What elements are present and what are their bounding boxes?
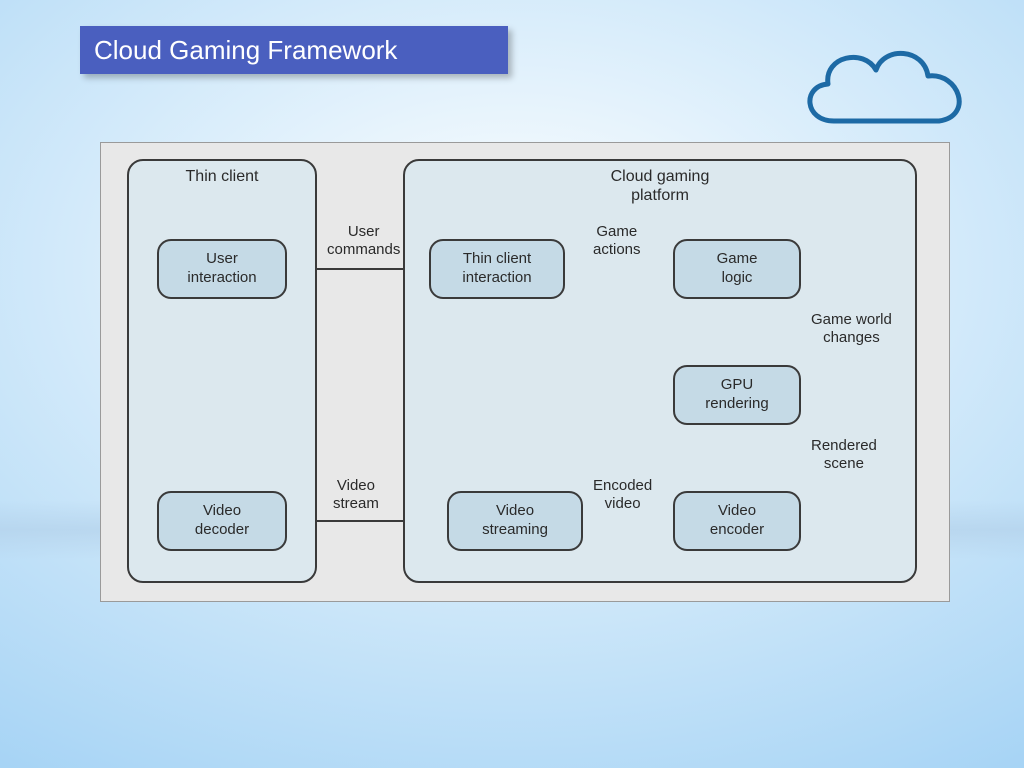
cloud-icon bbox=[784, 26, 984, 146]
node-gpu-rendering: GPUrendering bbox=[673, 365, 801, 425]
node-video-encoder: Videoencoder bbox=[673, 491, 801, 551]
group-title: Cloud gamingplatform bbox=[405, 167, 915, 205]
edge-label: Gameactions bbox=[593, 223, 641, 259]
edge-label: Encodedvideo bbox=[593, 477, 652, 513]
node-thin-client-interaction: Thin clientinteraction bbox=[429, 239, 565, 299]
edge-label: Renderedscene bbox=[811, 437, 877, 473]
node-video-decoder: Videodecoder bbox=[157, 491, 287, 551]
node-user-interaction: Userinteraction bbox=[157, 239, 287, 299]
diagram-canvas: Thin client Cloud gamingplatform Userinter… bbox=[100, 142, 950, 602]
node-game-logic: Gamelogic bbox=[673, 239, 801, 299]
page-title: Cloud Gaming Framework bbox=[80, 26, 508, 74]
group-title: Thin client bbox=[129, 167, 315, 186]
node-video-streaming: Videostreaming bbox=[447, 491, 583, 551]
edge-label: Usercommands bbox=[327, 223, 400, 259]
edge-label: Game worldchanges bbox=[811, 311, 892, 347]
edge-label: Videostream bbox=[333, 477, 379, 513]
